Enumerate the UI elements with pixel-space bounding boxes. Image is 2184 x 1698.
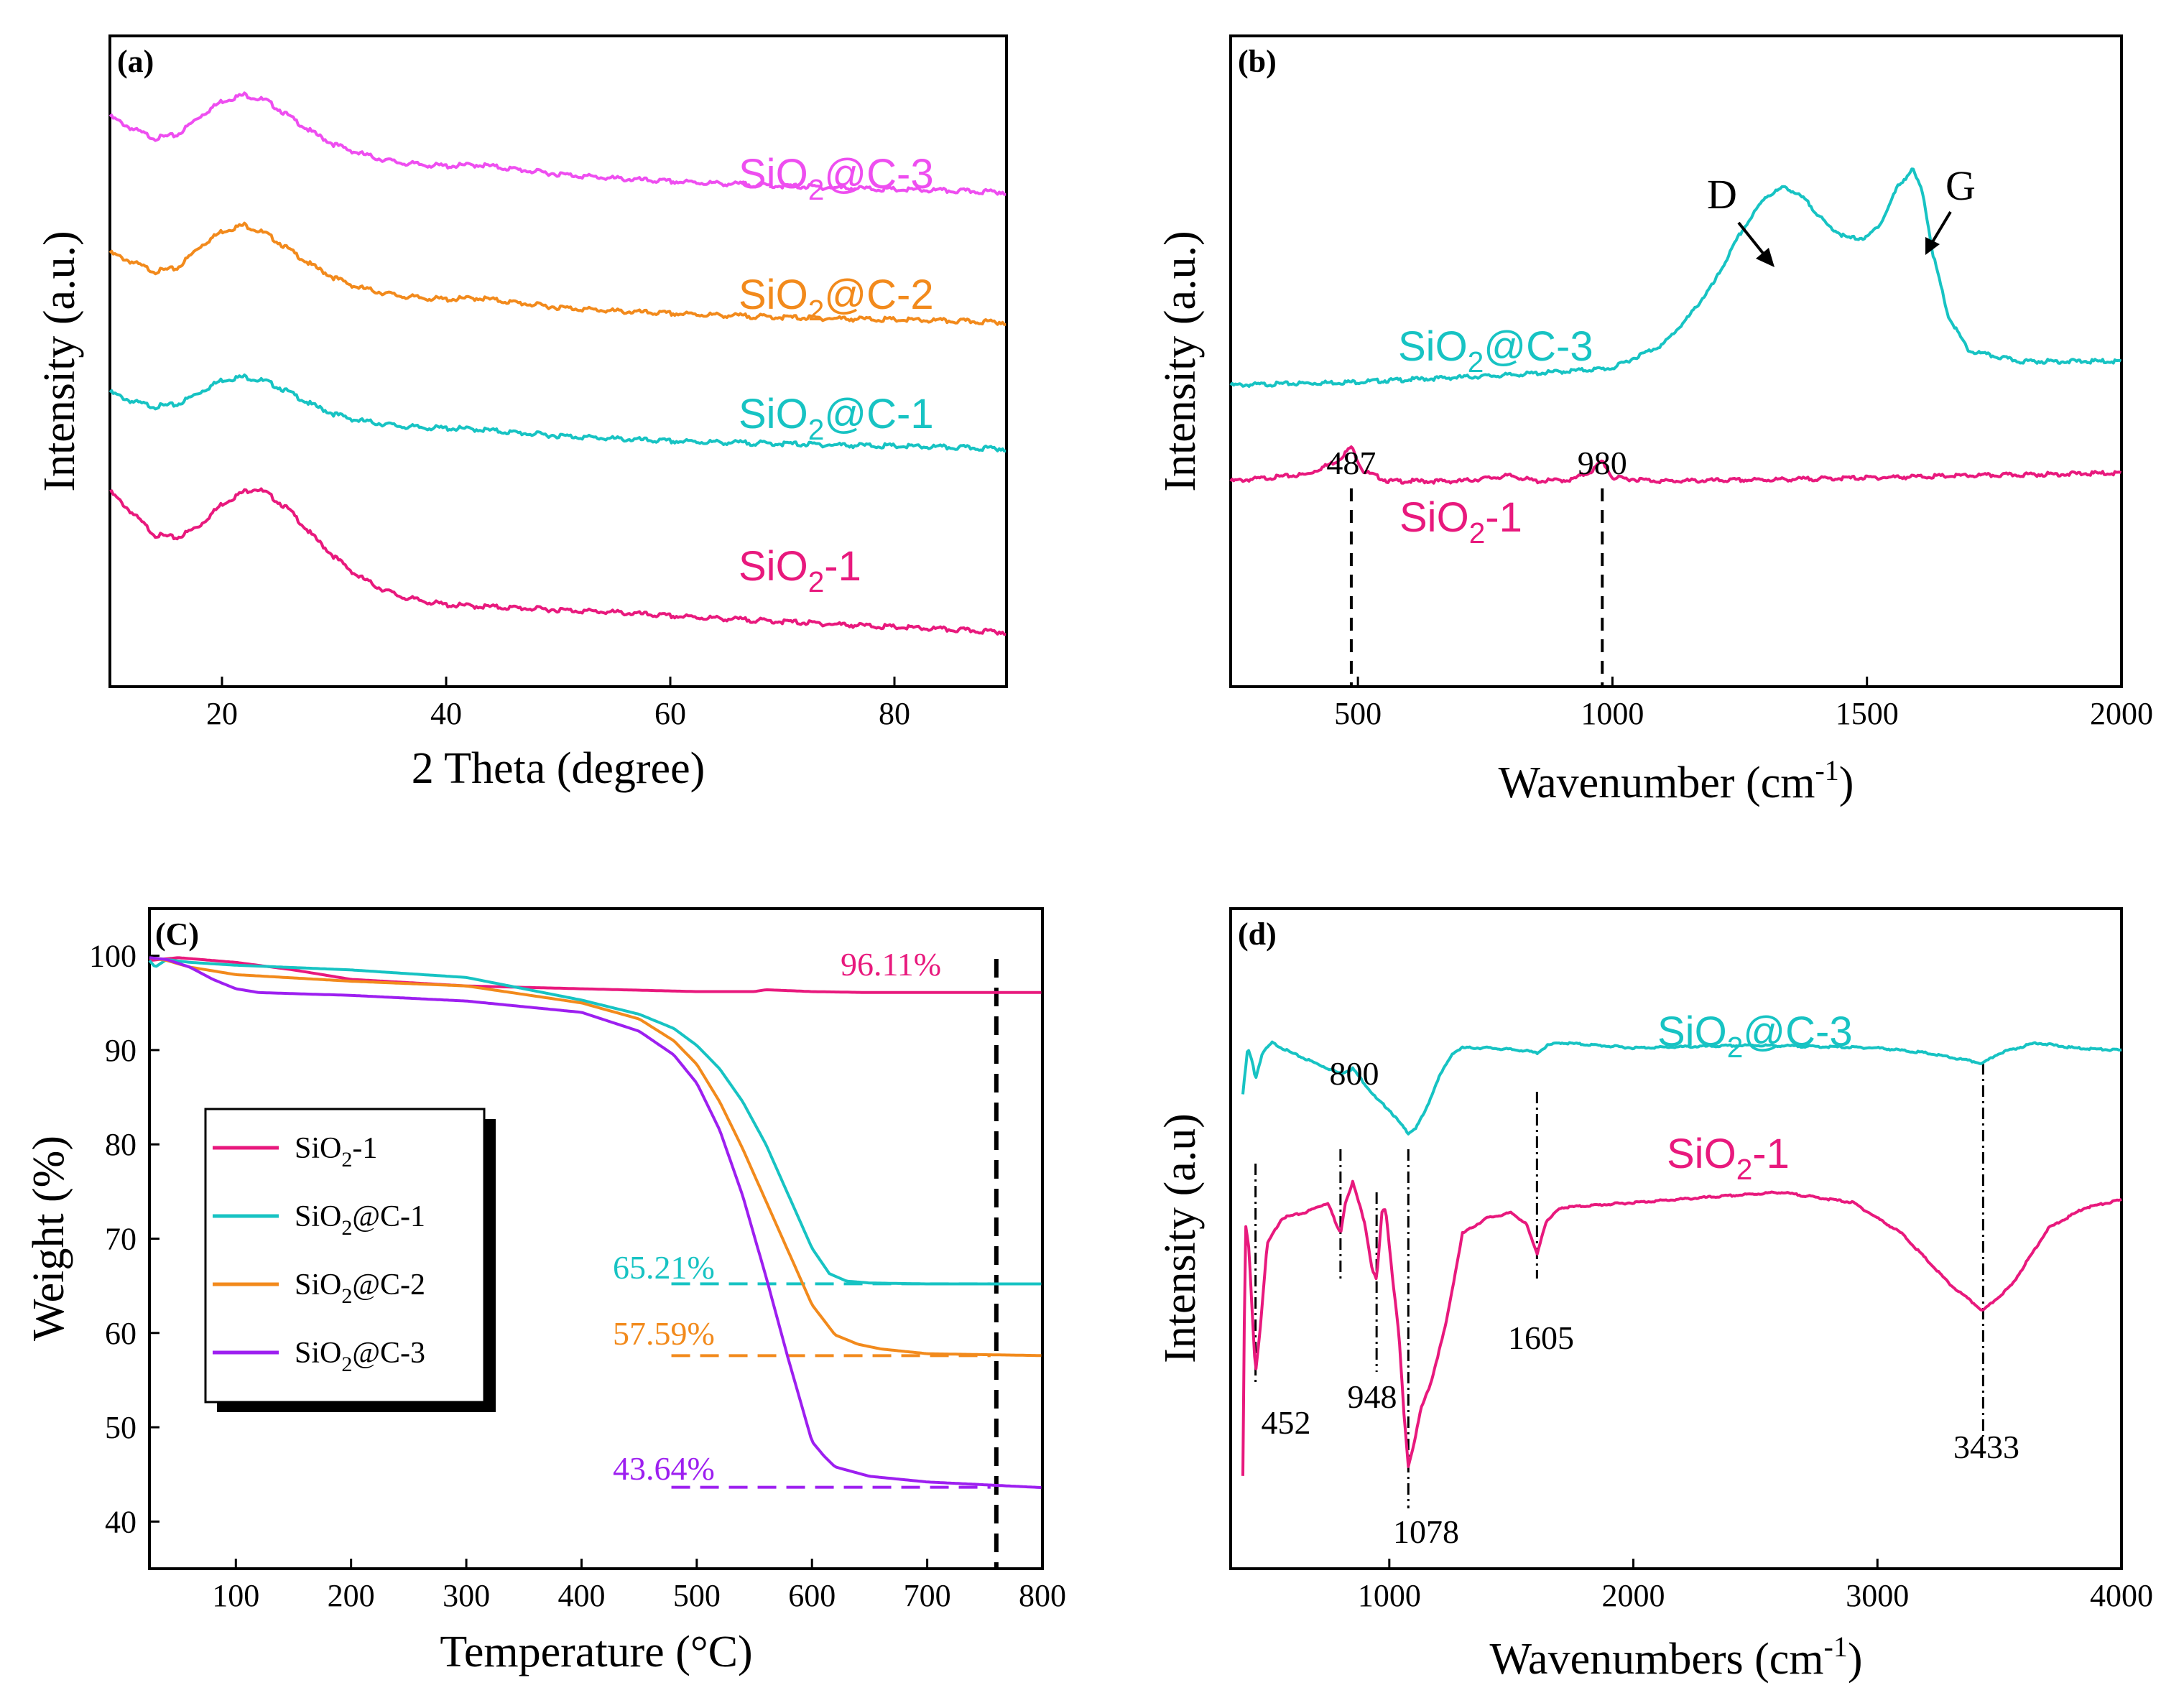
arrow-d [1737, 221, 1769, 260]
series-line-a-0 [108, 91, 1007, 196]
chart-panel-a: (a) 20 40 60 80 2 Theta (degree) Intensity … [35, 34, 1008, 793]
b-x-tick-label: 500 [1334, 696, 1382, 731]
c-y-tick-label: 90 [105, 1033, 136, 1068]
legend-label-2: SiO2@C-2 [295, 1268, 425, 1308]
c-y-tick-label: 100 [89, 939, 136, 974]
x-axis-label-c: Temperature (°C) [440, 1628, 752, 1676]
d-x-tick-label: 3000 [1846, 1578, 1909, 1613]
series-label-a-0: SiO2@C-3 [739, 151, 934, 206]
series-line-c-3 [149, 956, 1042, 1489]
d-x-tick-label: 4000 [2090, 1578, 2153, 1613]
series-label-a-3: SiO2-1 [739, 543, 861, 598]
series-line-a-1 [108, 221, 1007, 326]
series-line-b-1 [1229, 445, 2122, 485]
b-x-tick-label: 2000 [2090, 696, 2153, 731]
y-axis-label-a: Intensity (a.u.) [35, 231, 84, 491]
series-line-a-2 [108, 374, 1007, 453]
peak-label-d-948: 948 [1348, 1378, 1397, 1415]
x-axis-label-a: 2 Theta (degree) [412, 744, 705, 793]
plot-frame-b [1229, 34, 2123, 688]
series-label-a-1: SiO2@C-2 [739, 272, 934, 327]
b-x-tick-label: 1000 [1581, 696, 1644, 731]
panel-label-a: (a) [117, 44, 154, 79]
c-x-tick-label: 100 [212, 1578, 259, 1613]
band-label-g: G [1945, 162, 1976, 209]
residue-label-2: 57.59% [613, 1315, 715, 1352]
arrow-d-head [1756, 248, 1774, 267]
series-line-c-1 [148, 958, 1042, 1286]
series-line-d-0 [1241, 1040, 2122, 1136]
panel-label-d: (d) [1238, 917, 1277, 952]
x-axis-label-b: Wavenumber (cm-1) [1499, 754, 1854, 807]
a-x-tick-label: 80 [879, 696, 910, 731]
peak-label-d-452: 452 [1262, 1404, 1311, 1441]
c-y-tick-label: 60 [105, 1316, 136, 1351]
peak-label-487: 487 [1326, 445, 1376, 481]
legend: SiO2-1 SiO2@C-1 SiO2@C-2 SiO2@C-3 [204, 1108, 496, 1412]
a-x-tick-label: 60 [654, 696, 686, 731]
d-x-tick-label: 2000 [1602, 1578, 1665, 1613]
chart-panel-c: (C) 100 200 300 400 500 600 700 800 40 50 60 70 80 90… [24, 907, 1066, 1676]
residue-label-0: 96.11% [841, 946, 941, 983]
x-axis-label-d: Wavenumbers (cm-1) [1490, 1630, 1863, 1684]
c-x-tick-label: 200 [328, 1578, 375, 1613]
legend-label-3: SiO2@C-3 [295, 1337, 425, 1376]
c-y-tick-label: 80 [105, 1127, 136, 1162]
band-label-d: D [1707, 171, 1737, 218]
series-line-c-0 [149, 956, 1042, 994]
c-x-tick-label: 700 [904, 1578, 951, 1613]
plot-frame-d [1229, 907, 2123, 1570]
peak-label-d-3433: 3433 [1953, 1429, 2019, 1465]
residue-label-3: 43.64% [613, 1450, 715, 1487]
peak-label-d-1605: 1605 [1508, 1319, 1574, 1356]
a-x-tick-label: 40 [430, 696, 462, 731]
series-label-d-1: SiO2-1 [1667, 1131, 1790, 1186]
arrow-g [1930, 210, 1952, 246]
c-x-tick-label: 400 [557, 1578, 605, 1613]
series-line-c-2 [149, 956, 1042, 1358]
panel-label-b: (b) [1238, 44, 1277, 79]
y-axis-label-b: Intensity (a.u.) [1156, 231, 1205, 491]
series-label-a-2: SiO2@C-1 [739, 391, 934, 446]
series-label-b-0: SiO2@C-3 [1398, 323, 1593, 379]
series-line-b-0 [1229, 167, 2122, 388]
plot-frame-a [108, 34, 1008, 688]
c-x-tick-label: 600 [788, 1578, 836, 1613]
peak-label-980: 980 [1578, 445, 1627, 481]
arrow-g-head [1925, 237, 1940, 255]
chart-panel-b: (b) 500 1000 1500 2000 Wavenumber (cm-1) In… [1156, 34, 2153, 807]
c-y-tick-label: 50 [105, 1410, 136, 1445]
y-axis-label-d: Intensity (a.u) [1156, 1113, 1205, 1363]
c-x-tick-label: 300 [443, 1578, 490, 1613]
series-line-d-1 [1241, 1179, 2122, 1476]
legend-label-0: SiO2-1 [295, 1132, 377, 1172]
b-x-tick-label: 1500 [1836, 696, 1899, 731]
series-label-d-0: SiO2@C-3 [1657, 1008, 1853, 1064]
c-x-tick-label: 800 [1019, 1578, 1066, 1613]
d-x-tick-label: 1000 [1358, 1578, 1421, 1613]
series-line-a-3 [109, 487, 1007, 636]
legend-label-1: SiO2@C-1 [295, 1200, 425, 1240]
a-x-tick-label: 20 [206, 696, 238, 731]
panel-label-c: (C) [155, 917, 199, 952]
c-y-tick-label: 70 [105, 1222, 136, 1257]
series-label-b-1: SiO2-1 [1399, 494, 1522, 549]
c-x-tick-label: 500 [673, 1578, 721, 1613]
c-y-tick-label: 40 [105, 1504, 136, 1539]
peak-label-d-1078: 1078 [1393, 1513, 1459, 1550]
y-axis-label-c: Weight (%) [24, 1136, 73, 1341]
residue-label-1: 65.21% [613, 1249, 715, 1286]
peak-label-d-800: 800 [1330, 1055, 1379, 1092]
chart-panel-d: (d) 1000 2000 3000 4000 SiO2@C-3 SiO2-1 452 8… [1156, 907, 2153, 1684]
